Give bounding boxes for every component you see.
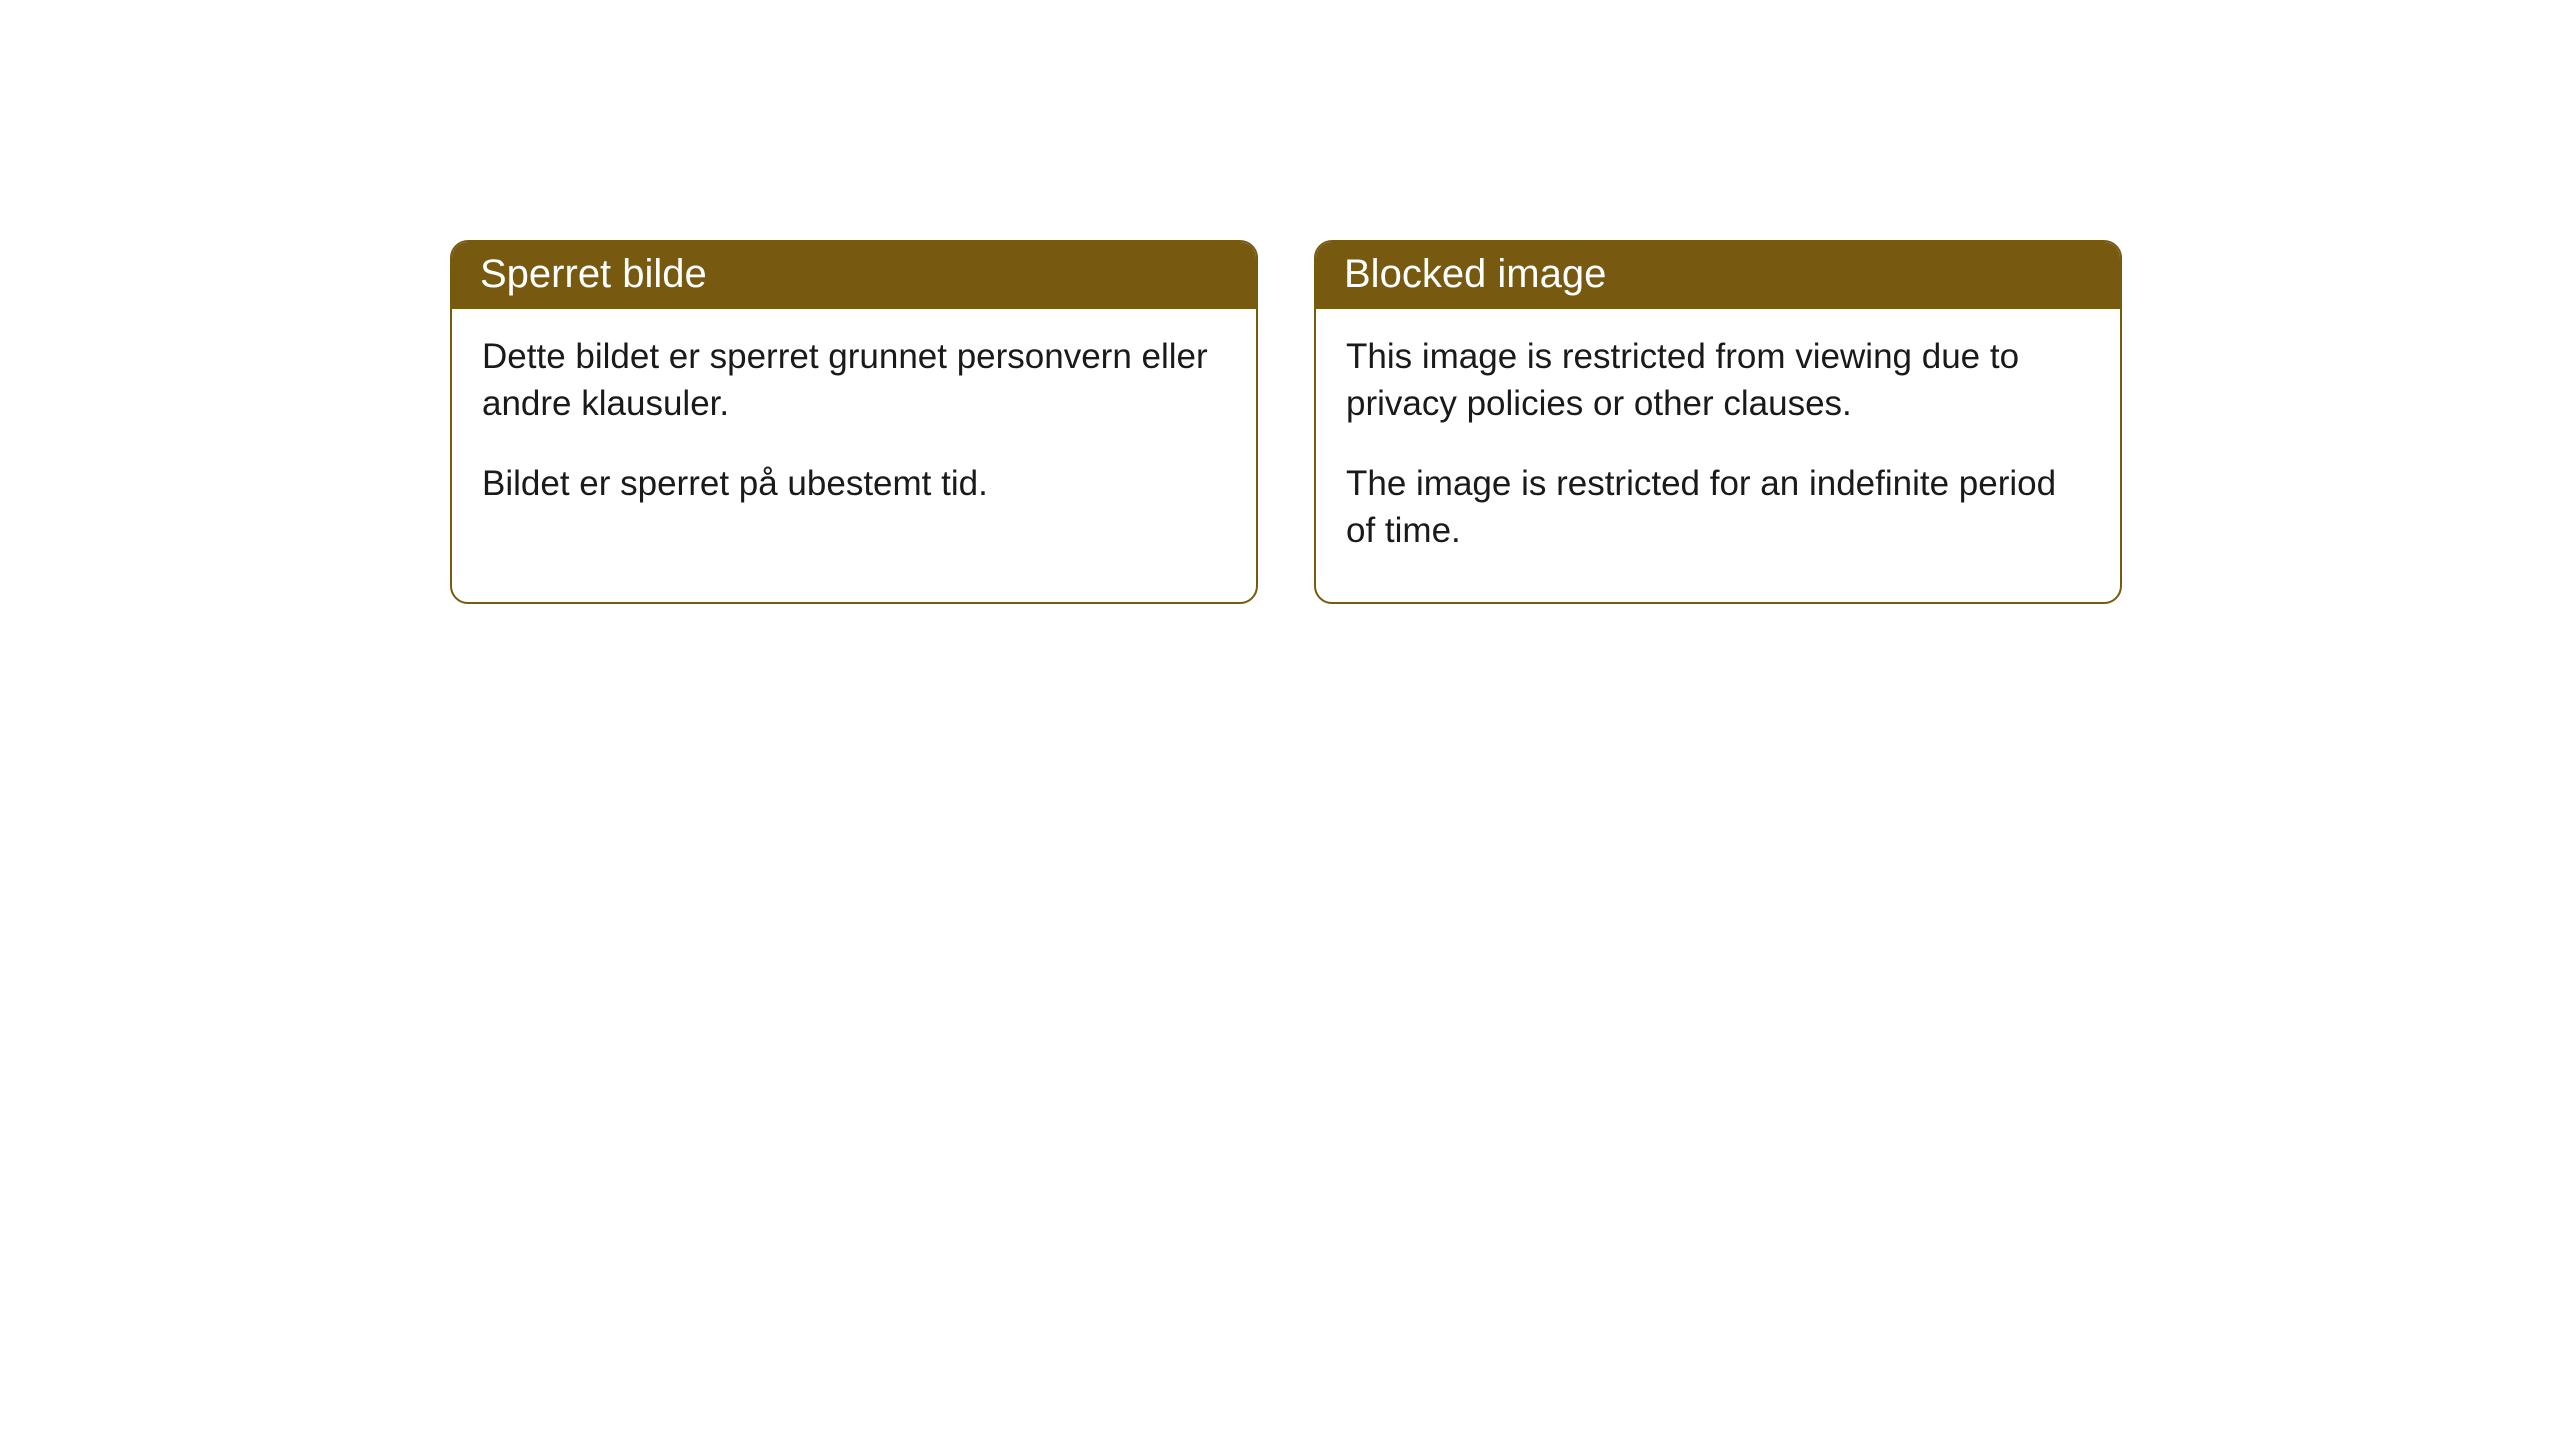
card-text-no-2: Bildet er sperret på ubestemt tid. <box>482 460 1226 507</box>
card-body-en: This image is restricted from viewing du… <box>1316 309 2120 602</box>
card-text-no-1: Dette bildet er sperret grunnet personve… <box>482 333 1226 428</box>
blocked-image-card-no: Sperret bilde Dette bildet er sperret gr… <box>450 240 1258 604</box>
card-body-no: Dette bildet er sperret grunnet personve… <box>452 309 1256 555</box>
card-title-en: Blocked image <box>1316 242 2120 309</box>
card-text-en-1: This image is restricted from viewing du… <box>1346 333 2090 428</box>
card-text-en-2: The image is restricted for an indefinit… <box>1346 460 2090 555</box>
blocked-image-card-en: Blocked image This image is restricted f… <box>1314 240 2122 604</box>
cards-container: Sperret bilde Dette bildet er sperret gr… <box>0 0 2560 604</box>
card-title-no: Sperret bilde <box>452 242 1256 309</box>
